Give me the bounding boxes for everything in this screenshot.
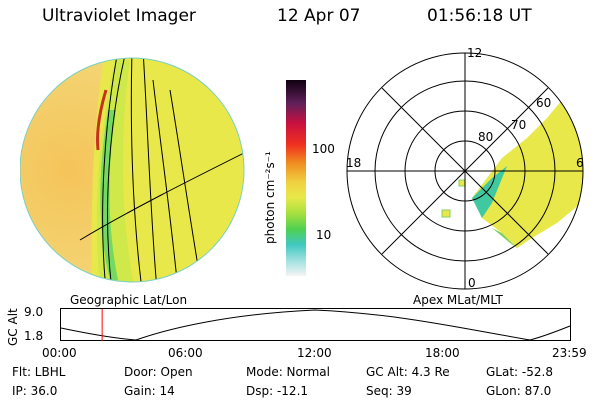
polar-lat-70: 70 (511, 118, 527, 132)
altitude-plot-frame (60, 308, 571, 341)
colorbar-tick-100: 100 (312, 142, 335, 156)
meridian-line (130, 58, 143, 282)
info-ip: IP: 36.0 (12, 384, 58, 398)
geographic-image (20, 57, 245, 283)
info-door: Door: Open (124, 365, 193, 379)
altitude-plot (60, 308, 571, 341)
meridian-line (102, 58, 119, 282)
time-label: 01:56:18 UT (427, 6, 532, 26)
alt-ylabel: GC Alt (6, 308, 20, 346)
info-gain: Gain: 14 (124, 384, 175, 398)
info-flt: Flt: LBHL (12, 365, 66, 379)
info-gc-alt: GC Alt: 4.3 Re (366, 365, 450, 379)
auroral-yellow-region (91, 58, 244, 282)
meridian-line (107, 58, 126, 282)
apex-caption: Apex MLat/MLT (413, 293, 503, 307)
polar-plot (346, 52, 584, 290)
alt-xtick-3: 18:00 (425, 346, 460, 360)
instrument-title: Ultraviolet Imager (42, 6, 196, 26)
colorbar-tick-10: 10 (316, 228, 332, 242)
alt-ytick-bottom: 1.8 (24, 329, 44, 343)
colorbar-gradient (286, 80, 306, 276)
latitude-line (79, 149, 244, 241)
meridian-line (142, 58, 158, 282)
meridian-line (152, 79, 179, 282)
alt-ytick-top: 9.0 (24, 305, 44, 319)
info-glon: GLon: 87.0 (486, 384, 552, 398)
polar-mlt-6: 6 (576, 156, 584, 170)
info-glat: GLat: -52.8 (486, 365, 553, 379)
alt-xtick-2: 12:00 (297, 346, 332, 360)
dayside-edge (96, 89, 108, 151)
info-mode: Mode: Normal (246, 365, 330, 379)
date-label: 12 Apr 07 (277, 6, 361, 26)
polar-lat-60: 60 (536, 96, 552, 110)
colorbar (286, 80, 306, 276)
alt-xtick-0: 00:00 (42, 346, 77, 360)
altitude-curve (60, 309, 571, 341)
colorbar-label: photon cm⁻²s⁻¹ (263, 151, 277, 244)
polar-mlt-12: 12 (467, 46, 483, 60)
geographic-caption: Geographic Lat/Lon (70, 293, 188, 307)
polar-lat-80: 80 (478, 130, 494, 144)
polar-spoke (381, 87, 549, 255)
info-dsp: Dsp: -12.1 (246, 384, 309, 398)
globe-outline (20, 57, 245, 283)
alt-xtick-4: 23:59 (552, 346, 587, 360)
alt-xtick-1: 06:00 (168, 346, 203, 360)
info-seq: Seq: 39 (366, 384, 412, 398)
polar-mlt-0: 0 (468, 276, 476, 290)
polar-mlt-18: 18 (346, 156, 362, 170)
